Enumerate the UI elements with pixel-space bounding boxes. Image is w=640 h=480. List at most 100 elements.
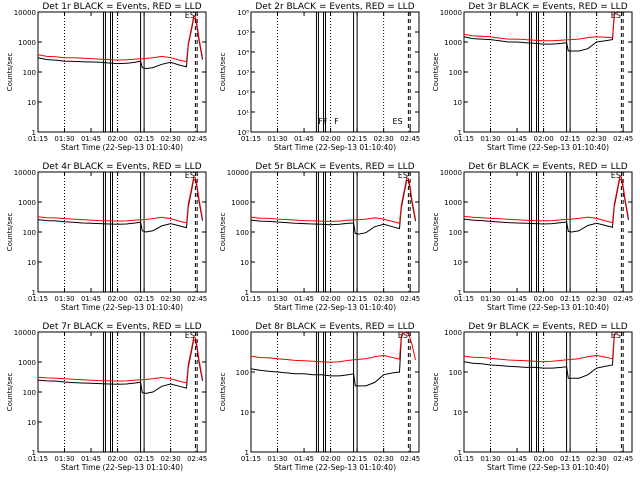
x-axis-label: Start Time (22-Sep-13 01:10:40) [274,463,396,472]
plot-frame [463,171,633,293]
x-tick-label: 02:15 [347,295,367,303]
y-axis-label: Counts/sec [6,53,14,92]
interval-box [102,171,106,293]
series-line [37,339,203,394]
plot-frame [37,11,207,133]
flag-label: ES [185,331,195,340]
y-tick-label: 10⁶ [237,9,249,17]
flag-label: ES [611,171,621,180]
interval-box [315,171,319,293]
x-tick-label: 02:45 [187,135,207,143]
flag-label: ES [185,171,195,180]
y-tick-label: 1 [458,449,462,457]
interval-box [528,331,532,453]
series-line [463,178,629,233]
x-tick-label: 01:30 [54,455,74,463]
detector-panel: Det 5r BLACK = Events, RED = LLD 1 10 100 10… [219,162,420,312]
interval-box [140,11,145,133]
y-tick-label: 100 [449,369,462,377]
x-tick-label: 01:15 [28,295,48,303]
y-tick-label: 10 [453,99,462,107]
x-tick-label: 02:30 [587,455,607,463]
x-tick-label: 01:30 [54,295,74,303]
plot-frame [37,331,207,453]
x-tick-label: 01:15 [241,295,261,303]
x-tick-label: 02:00 [320,135,340,143]
series-line [463,331,617,379]
x-tick-label: 01:30 [480,455,500,463]
y-tick-label: 10 [240,259,249,267]
y-tick-label: 1 [32,289,36,297]
y-tick-label: 100 [23,229,36,237]
panel-title: Det 8r BLACK = Events, RED = LLD [255,322,414,332]
plot-frame [250,331,420,453]
x-axis-label: Start Time (22-Sep-13 01:10:40) [61,303,183,312]
x-tick-label: 02:30 [587,135,607,143]
y-tick-label: 10 [27,99,36,107]
y-axis-label: Counts/sec [6,213,14,252]
x-tick-label: 01:45 [294,295,314,303]
x-tick-label: 02:15 [347,455,367,463]
panel-title: Det 2r BLACK = Events, RED = LLD [255,2,414,12]
interval-box [315,331,319,453]
flag-label: ES [398,171,408,180]
x-tick-label: 02:00 [533,295,553,303]
interval-box [315,11,319,133]
detector-panel: Det 9r BLACK = Events, RED = LLD 1 10 100 10… [432,322,633,472]
detector-panel: Det 8r BLACK = Events, RED = LLD 1 10 100 10… [219,322,420,472]
y-axis-label: Counts/sec [6,373,14,412]
y-tick-label: 10 [240,409,249,417]
y-axis-label: Counts/sec [219,213,227,252]
y-tick-label: 1 [32,129,36,137]
x-tick-label: 01:15 [241,455,261,463]
y-axis-label: Counts/sec [432,213,440,252]
panel-title: Det 3r BLACK = Events, RED = LLD [468,2,627,12]
interval-box [140,171,145,293]
x-tick-label: 02:15 [560,295,580,303]
detector-panel: Det 3r BLACK = Events, RED = LLD 1 10 100 10… [432,2,633,152]
interval-box [353,171,358,293]
x-tick-label: 02:15 [347,135,367,143]
x-axis-label: Start Time (22-Sep-13 01:10:40) [61,463,183,472]
detector-panel: Det 4r BLACK = Events, RED = LLD 1 10 100 10… [6,162,207,312]
x-tick-label: 02:15 [134,135,154,143]
x-tick-label: 02:30 [161,295,181,303]
x-tick-label: 02:45 [400,135,420,143]
y-tick-label: 1000 [18,39,36,47]
y-tick-label: 1 [458,289,462,297]
x-tick-label: 02:45 [400,455,420,463]
interval-box [536,11,540,133]
interval-box [102,331,106,453]
interval-box [528,171,532,293]
panel-title: Det 5r BLACK = Events, RED = LLD [255,162,414,172]
interval-box [110,171,114,293]
x-tick-label: 01:15 [454,455,474,463]
x-tick-label: 01:15 [28,455,48,463]
y-tick-label: 100 [449,69,462,77]
y-tick-label: 1000 [444,39,462,47]
x-tick-label: 01:30 [480,295,500,303]
plot-frame [250,11,420,133]
flag-label: FF [318,117,328,126]
series-line [37,177,203,224]
x-tick-label: 01:45 [507,455,527,463]
interval-box [140,331,145,453]
interval-box [353,11,358,133]
y-tick-label: 10000 [14,169,36,177]
x-tick-label: 02:15 [134,455,154,463]
x-tick-label: 01:15 [241,135,261,143]
x-tick-label: 01:15 [454,295,474,303]
x-tick-label: 01:45 [81,295,101,303]
x-tick-label: 02:30 [587,295,607,303]
y-tick-label: 1000 [18,199,36,207]
y-tick-label: 1 [245,449,249,457]
detector-panel: Det 7r BLACK = Events, RED = LLD 1 10 100 10… [6,322,207,472]
x-tick-label: 02:00 [107,135,127,143]
y-tick-label: 10⁵ [237,29,249,37]
y-tick-label: 10 [453,409,462,417]
interval-box [110,11,114,133]
y-tick-label: 10000 [14,9,36,17]
x-tick-label: 02:15 [560,135,580,143]
plot-frame [463,11,633,133]
